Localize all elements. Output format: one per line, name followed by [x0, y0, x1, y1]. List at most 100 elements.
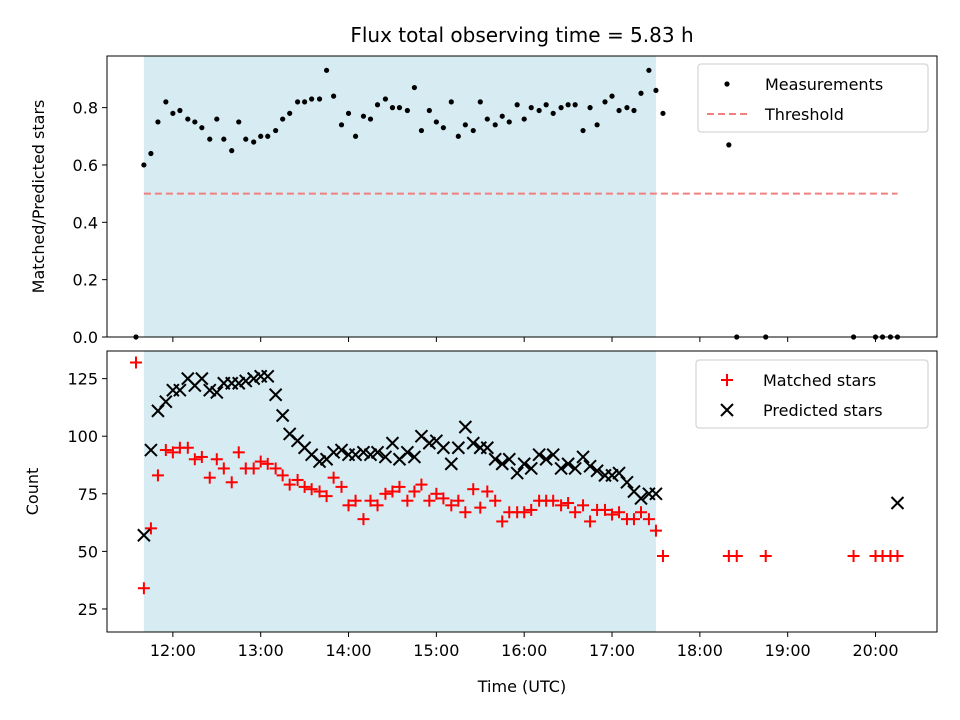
legend-measurements-marker — [724, 81, 730, 87]
legend-matched-label: Matched stars — [763, 371, 876, 390]
matched-star-point — [489, 494, 502, 507]
measurement-point — [521, 116, 527, 122]
y-tick-label: 0.8 — [73, 99, 98, 118]
matched-star-point — [232, 446, 245, 459]
matched-star-point — [247, 462, 260, 475]
matched-star-point — [430, 487, 443, 500]
y-tick-label: 0.0 — [73, 328, 98, 347]
predicted-star-point — [326, 445, 341, 460]
predicted-star-point — [137, 528, 151, 542]
bottom-x-axis-ticks: 12:00 13:00 14:00 15:00 16:00 17:00 18:00 19:00… — [150, 632, 899, 660]
predicted-star-point — [480, 441, 495, 455]
predicted-star-point — [275, 408, 290, 423]
predicted-star-point — [583, 459, 597, 473]
x-tick-label: 14:00 — [325, 641, 371, 660]
top-chart-panel: 0.0 0.2 0.4 0.6 0.8 Flux total observing tim… — [29, 23, 938, 347]
measurement-point — [192, 119, 198, 125]
legend-cross-glyph — [720, 403, 734, 417]
predicted-star-point — [436, 441, 451, 455]
measurement-point — [141, 162, 147, 168]
measurement-point — [594, 122, 600, 128]
legend-predicted-marker — [720, 403, 734, 417]
matched-star-point — [555, 499, 568, 512]
matched-star-point — [635, 506, 648, 519]
matched-star-point — [452, 494, 465, 507]
measurement-point — [550, 110, 556, 116]
measurement-point — [323, 67, 330, 73]
measurement-points — [133, 67, 901, 340]
matched-star-point — [642, 513, 655, 526]
top-x-axis-ticks — [172, 337, 877, 342]
measurement-point — [660, 110, 666, 116]
measurement-point — [367, 116, 374, 122]
matched-star-point — [518, 506, 531, 519]
measurement-point — [631, 107, 637, 114]
measurement-point — [396, 105, 403, 111]
measurement-point — [499, 113, 505, 119]
measurement-point — [638, 90, 644, 96]
legend-threshold-label: Threshold — [764, 105, 844, 124]
matched-star-point — [437, 492, 450, 505]
predicted-stars-points — [137, 369, 905, 542]
predicted-star-point — [649, 487, 663, 501]
predicted-star-point — [576, 450, 590, 464]
matched-star-point — [423, 494, 436, 507]
predicted-star-point — [210, 385, 224, 400]
measurement-point — [609, 93, 615, 99]
predicted-star-point — [890, 496, 905, 510]
matched-star-point — [459, 506, 472, 519]
matched-star-point — [584, 515, 597, 528]
matched-star-point — [649, 524, 662, 537]
measurement-point — [214, 116, 220, 122]
top-y-axis-ticks: 0.0 0.2 0.4 0.6 0.8 — [73, 99, 107, 347]
measurement-point — [309, 96, 315, 102]
matched-star-point — [181, 441, 194, 454]
predicted-star-point — [268, 388, 283, 402]
measurement-point — [229, 148, 235, 154]
matched-star-point — [203, 471, 216, 484]
measurement-point — [404, 107, 410, 114]
matched-star-point — [269, 462, 282, 475]
measurement-point — [316, 96, 323, 102]
bottom-y-axis-label: Count — [23, 468, 42, 516]
measurement-point — [426, 107, 432, 114]
predicted-star-point — [370, 445, 385, 460]
y-tick-label: 75 — [78, 485, 98, 504]
measurement-point — [624, 105, 630, 111]
measurement-point — [477, 99, 483, 105]
measurement-point — [331, 93, 337, 99]
predicted-star-point — [532, 447, 546, 462]
predicted-star-point — [524, 461, 538, 476]
matched-star-point — [217, 462, 230, 475]
matched-star-point — [254, 455, 267, 468]
measurement-point — [440, 125, 446, 131]
matched-star-point — [562, 497, 575, 510]
measurement-point — [506, 119, 512, 125]
predicted-star-point — [554, 461, 568, 476]
matched-star-point — [627, 513, 640, 526]
predicted-star-point — [561, 457, 575, 471]
measurement-point — [236, 119, 242, 125]
matched-star-point — [261, 457, 274, 470]
predicted-star-point — [510, 466, 524, 480]
predicted-star-point — [400, 445, 415, 460]
y-tick-label: 125 — [67, 370, 98, 389]
measurement-point — [543, 102, 549, 108]
predicted-star-point — [590, 464, 604, 478]
top-observing-span — [143, 56, 656, 337]
measurement-point — [602, 99, 608, 105]
measurement-point — [528, 105, 534, 111]
matched-star-point — [195, 450, 208, 463]
top-y-axis-label: Matched/Predicted stars — [29, 100, 48, 294]
predicted-star-point — [348, 447, 363, 462]
matched-star-point — [386, 485, 399, 498]
predicted-star-point — [634, 491, 648, 506]
measurement-point — [572, 102, 578, 108]
matched-star-point — [496, 515, 509, 528]
bottom-legend-box — [695, 359, 929, 429]
predicted-star-point — [173, 383, 187, 397]
matched-star-point — [613, 506, 626, 519]
measurement-point — [418, 127, 425, 134]
matched-star-point — [371, 499, 384, 512]
